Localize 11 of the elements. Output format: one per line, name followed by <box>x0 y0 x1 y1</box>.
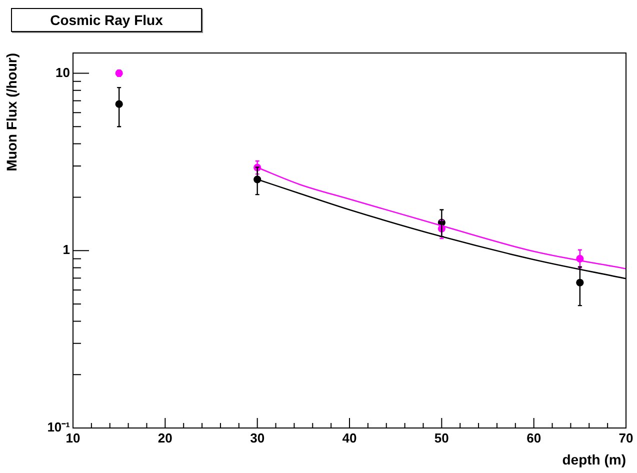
x-tick-label: 40 <box>342 430 357 446</box>
y-tick-label: 10 <box>56 64 70 80</box>
x-tick-label: 60 <box>526 430 542 446</box>
x-tick-label: 30 <box>250 430 265 446</box>
x-tick-label: 70 <box>618 430 634 446</box>
y-tick-label: 1 <box>62 242 70 258</box>
chart-title: Cosmic Ray Flux <box>11 8 202 32</box>
x-tick-label: 50 <box>434 430 449 446</box>
y-axis-title: Muon Flux (/hour) <box>3 53 20 172</box>
x-axis-title: depth (m) <box>562 451 626 468</box>
x-tick-label: 20 <box>158 430 172 446</box>
